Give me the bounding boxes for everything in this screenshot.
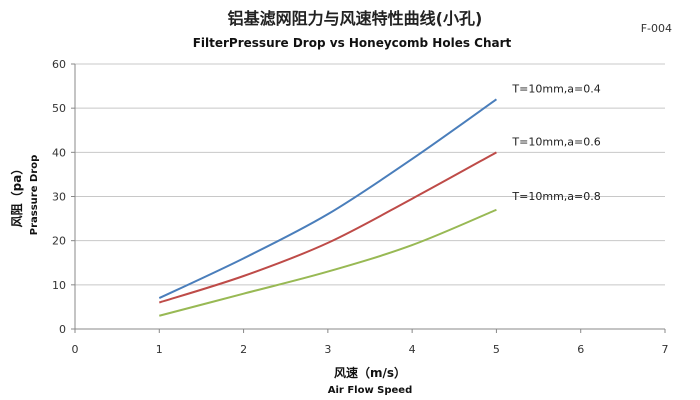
x-tick-label: 2 — [240, 343, 247, 356]
x-tick-label: 5 — [493, 343, 500, 356]
y-axis-label: 风阻（pa） — [9, 163, 24, 228]
x-tick-label: 1 — [156, 343, 163, 356]
y-tick-label: 50 — [52, 102, 66, 115]
x-axis-label: 风速（m/s） — [334, 365, 406, 380]
y-tick-label: 60 — [52, 58, 66, 71]
chart-subtitle: FilterPressure Drop vs Honeycomb Holes C… — [193, 36, 512, 50]
gridlines — [75, 63, 665, 286]
y-tick-label: 30 — [52, 191, 66, 204]
series-label-1: T=10mm,a=0.4 — [511, 82, 600, 95]
y-tick-label: 40 — [52, 146, 66, 159]
y-axis-label-en: Prassure Drop — [29, 155, 40, 236]
series-labels: T=10mm,a=0.4 T=10mm,a=0.6 T=10mm,a=0.8 — [511, 82, 600, 202]
series-lines — [158, 98, 498, 317]
y-tick-label: 10 — [52, 279, 66, 292]
x-tick-label: 3 — [324, 343, 331, 356]
x-tick-label: 7 — [662, 343, 669, 356]
chart-code: F-004 — [641, 22, 672, 35]
y-tick-label: 0 — [59, 323, 66, 336]
x-tick-label: 0 — [72, 343, 79, 356]
chart-title: 铝基滤网阻力与风速特性曲线(小孔) — [228, 9, 483, 28]
y-tick-label: 20 — [52, 235, 66, 248]
axes — [71, 63, 666, 333]
series-line-3 — [159, 208, 497, 317]
x-tick-label: 4 — [409, 343, 416, 356]
y-tick-labels: 0 10 20 30 40 50 60 — [52, 58, 66, 336]
series-label-3: T=10mm,a=0.8 — [511, 190, 600, 203]
x-tick-label: 6 — [577, 343, 584, 356]
x-tick-labels: 0 1 2 3 4 5 6 7 — [72, 343, 669, 356]
series-line-2 — [158, 151, 497, 304]
series-label-2: T=10mm,a=0.6 — [511, 135, 600, 148]
series-line-1 — [158, 98, 498, 299]
x-axis-label-en: Air Flow Speed — [328, 385, 413, 396]
